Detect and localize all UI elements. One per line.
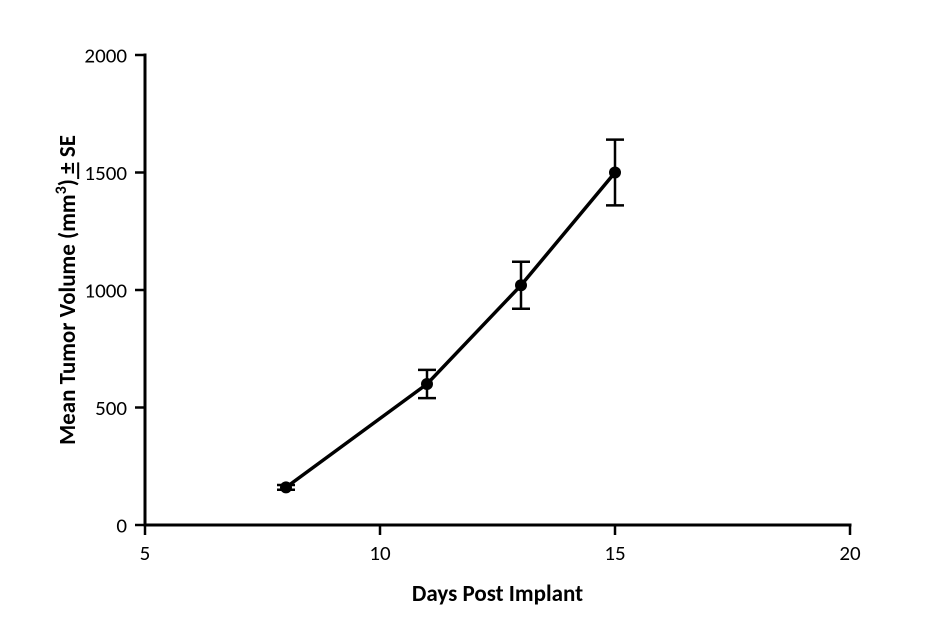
x-tick-label: 5 xyxy=(140,540,151,566)
data-marker xyxy=(421,378,433,390)
y-tick-label: 2000 xyxy=(84,42,127,68)
x-axis-title: Days Post Implant xyxy=(412,580,583,608)
data-line xyxy=(286,173,615,488)
y-title-pre: Mean Tumor Volume (mm xyxy=(54,194,82,445)
x-tick-label: 20 xyxy=(839,540,861,566)
y-axis-title: Mean Tumor Volume (mm3) ± SE xyxy=(52,135,82,445)
tumor-growth-chart: 5 10 15 20 0 500 1000 1500 2000 Days Post Implan… xyxy=(0,0,950,640)
y-title-paren: ) xyxy=(54,179,82,186)
data-marker xyxy=(609,167,621,179)
y-tick-label: 0 xyxy=(116,512,127,538)
data-marker xyxy=(515,279,527,291)
y-title-pm: ± xyxy=(54,162,82,179)
y-title-exp: 3 xyxy=(52,186,71,194)
x-tick-label: 10 xyxy=(369,540,391,566)
y-tick-label: 1500 xyxy=(84,160,127,186)
y-tick-label: 500 xyxy=(95,395,127,421)
data-marker xyxy=(280,481,292,493)
chart-svg: 5 10 15 20 0 500 1000 1500 2000 xyxy=(0,0,950,640)
y-title-se: SE xyxy=(54,135,82,162)
y-tick-label: 1000 xyxy=(84,277,127,303)
x-tick-label: 15 xyxy=(604,540,625,566)
